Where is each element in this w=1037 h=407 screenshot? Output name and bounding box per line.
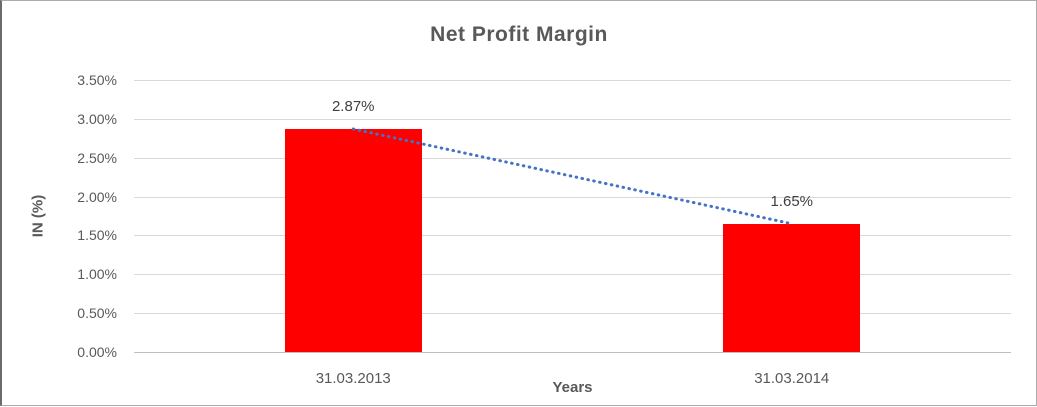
gridline	[134, 118, 1011, 120]
bar-31.03.2014	[723, 223, 861, 352]
x-tick-label: 31.03.2013	[315, 370, 391, 387]
y-tick-label: 1.00%	[77, 266, 117, 283]
y-tick-label: 2.50%	[77, 149, 117, 166]
gridline	[134, 274, 1011, 276]
gridline	[134, 196, 1011, 198]
y-tick-label: 2.00%	[77, 188, 117, 205]
x-axis-line	[134, 352, 1011, 353]
gridline	[134, 313, 1011, 315]
gridline	[134, 235, 1011, 237]
y-tick-label: 3.00%	[77, 110, 117, 127]
gridline	[134, 157, 1011, 159]
bar-value-label: 2.87%	[331, 97, 375, 115]
chart-title: Net Profit Margin	[430, 23, 608, 46]
y-tick-label: 1.50%	[77, 227, 117, 244]
x-axis-title: Years	[552, 379, 593, 396]
y-tick-label: 0.50%	[77, 305, 117, 322]
bar-31.03.2013	[284, 128, 422, 352]
x-tick-label: 31.03.2014	[754, 370, 830, 387]
bar-value-label: 1.65%	[770, 192, 814, 210]
gridline	[134, 80, 1011, 81]
y-tick-label: 3.50%	[77, 72, 117, 88]
y-tick-label: 0.00%	[77, 344, 117, 360]
